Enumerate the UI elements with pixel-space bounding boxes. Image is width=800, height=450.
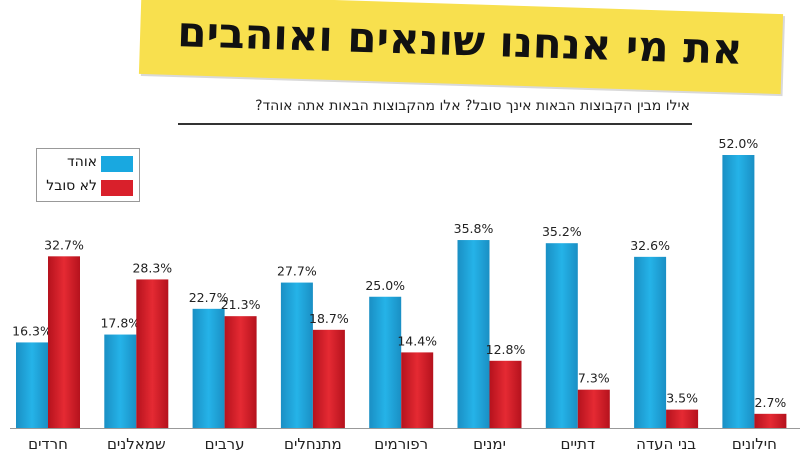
- data-label-dislike-0: 32.7%: [44, 237, 84, 252]
- data-label-dislike-5: 12.8%: [486, 342, 526, 357]
- data-label-like-4: 25.0%: [365, 278, 405, 293]
- data-label-dislike-6: 7.3%: [578, 371, 610, 386]
- bar-like-0: [16, 342, 48, 428]
- data-label-dislike-4: 14.4%: [397, 333, 437, 348]
- data-label-dislike-3: 18.7%: [309, 311, 349, 326]
- bar-dislike-1: [136, 279, 169, 428]
- bar-like-4: [369, 296, 402, 428]
- bar-like-2: [192, 308, 225, 428]
- bar-dislike-0: [48, 256, 80, 428]
- bar-dislike-3: [312, 329, 345, 428]
- category-label-1: שמאלנים: [107, 435, 166, 450]
- bar-like-5: [457, 240, 490, 428]
- bars-group: 16.3% 32.7% חרדים 17.8% 28.3% שמאלנים 22.7%21.…: [10, 136, 800, 450]
- bar-like-6: [545, 243, 578, 428]
- category-label-5: ימנים: [473, 435, 506, 450]
- data-label-like-2: 22.7%: [189, 290, 229, 305]
- category-label-4: רפורמים: [374, 435, 428, 450]
- bar-like-1: [104, 334, 137, 428]
- data-label-like-0: 16.3%: [12, 323, 52, 338]
- bar-dislike-5: [489, 360, 522, 428]
- bar-dislike-2: [224, 316, 257, 428]
- category-label-2: ערבים: [205, 435, 245, 450]
- bar-like-7: [634, 256, 667, 428]
- data-label-dislike-7: 3.5%: [666, 391, 698, 406]
- legend-label-like: אוהד: [67, 154, 97, 170]
- legend-label-dislike: לא סובל: [46, 178, 97, 194]
- legend-swatch-like: [101, 156, 133, 172]
- data-label-like-5: 35.8%: [454, 221, 494, 236]
- legend-item-dislike: לא סובל: [37, 176, 139, 200]
- data-label-like-6: 35.2%: [542, 224, 582, 239]
- category-label-7: בני העדה: [636, 435, 696, 450]
- legend: אוהד לא סובל: [36, 148, 140, 202]
- bar-dislike-7: [666, 409, 699, 428]
- data-label-dislike-1: 28.3%: [132, 260, 172, 275]
- bar-dislike-6: [577, 389, 610, 428]
- legend-swatch-dislike: [101, 180, 133, 196]
- subtitle-underline: [178, 123, 692, 125]
- category-label-3: מתנחלים: [284, 435, 342, 450]
- bar-like-8: [722, 155, 755, 428]
- data-label-like-1: 17.8%: [100, 316, 140, 331]
- data-label-like-7: 32.6%: [630, 238, 670, 253]
- bar-dislike-8: [754, 413, 787, 428]
- data-label-dislike-8: 2.7%: [755, 395, 787, 410]
- category-label-6: דתיים: [560, 435, 595, 450]
- legend-item-like: אוהד: [37, 152, 139, 176]
- category-label-8: חילונים: [732, 435, 777, 450]
- bar-like-3: [280, 282, 313, 428]
- category-label-0: חרדים: [28, 435, 68, 450]
- chart-subtitle: אילו מבין הקבוצות הבאות אינך סובל? אלו מ…: [255, 98, 690, 114]
- data-label-dislike-2: 21.3%: [221, 297, 261, 312]
- bar-dislike-4: [401, 352, 434, 428]
- data-label-like-3: 27.7%: [277, 264, 317, 279]
- data-label-like-8: 52.0%: [719, 136, 759, 151]
